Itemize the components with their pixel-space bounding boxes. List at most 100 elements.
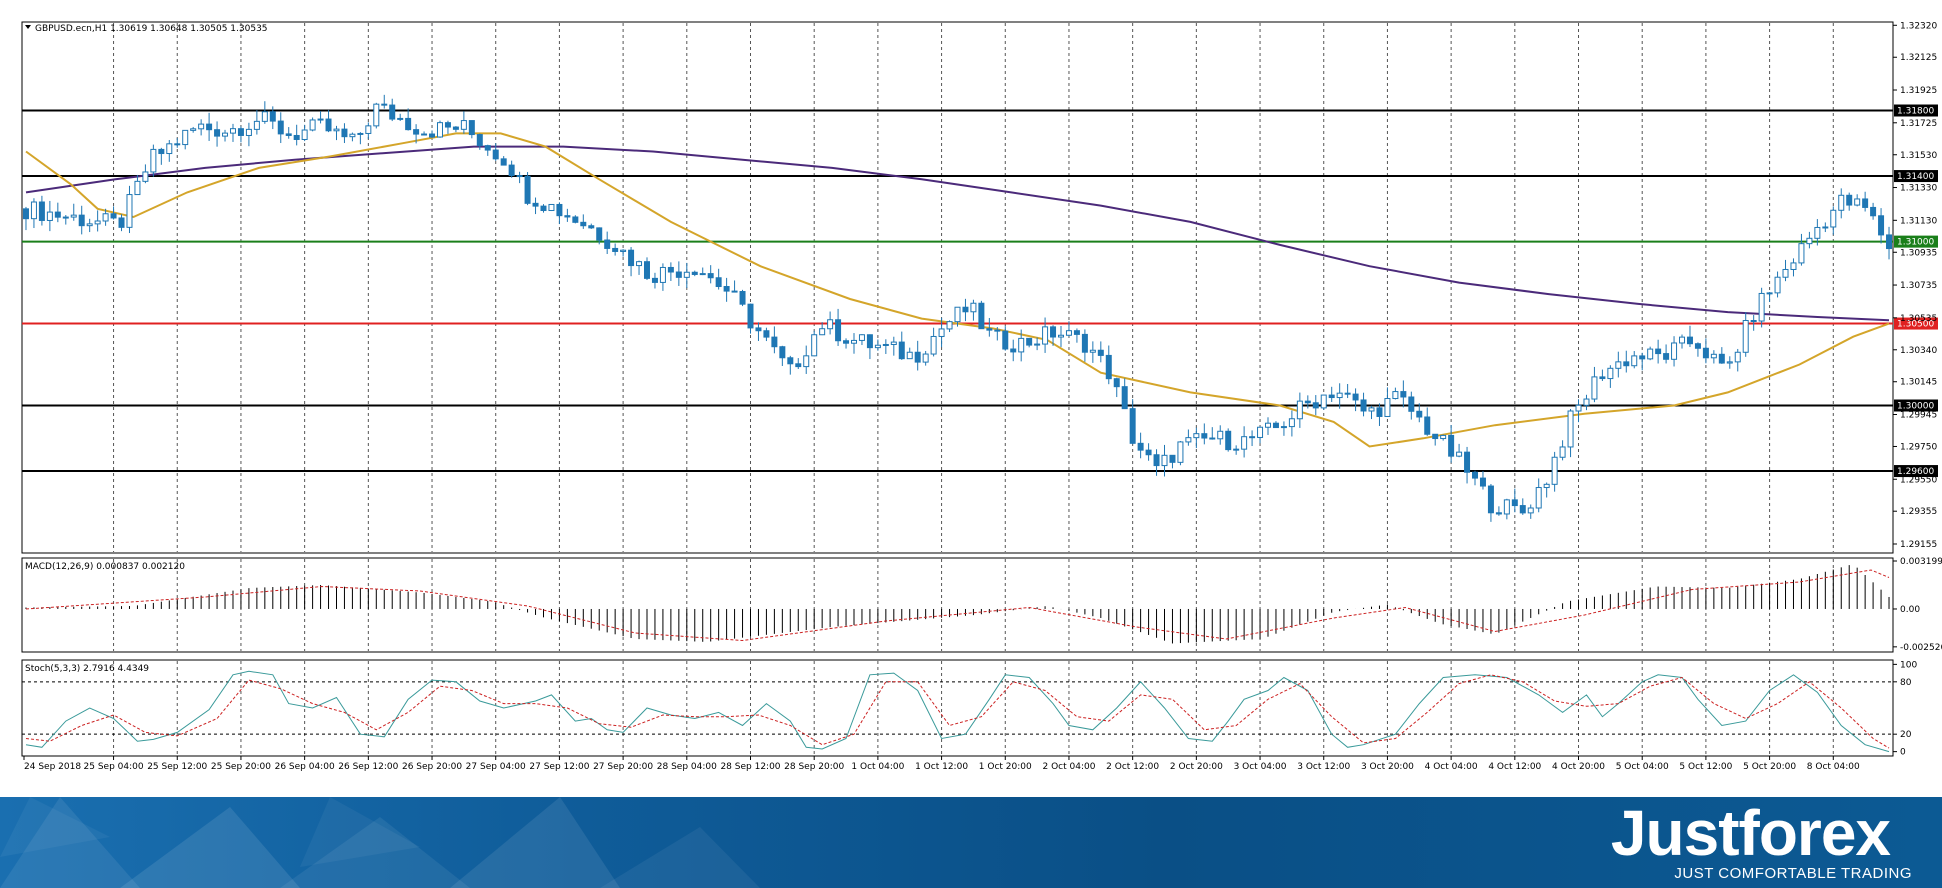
time-tick-label-10: 28 Sep 04:00 xyxy=(657,762,717,772)
candle-body-40 xyxy=(341,128,348,138)
time-tick-label-28: 8 Oct 04:00 xyxy=(1807,762,1860,772)
time-tick-label-26: 5 Oct 12:00 xyxy=(1679,762,1732,772)
candle-body-197 xyxy=(1591,376,1598,400)
level-label-bg-1.31400 xyxy=(1894,170,1938,183)
price-tick-label-11: 1.30145 xyxy=(1900,378,1937,388)
candle-body-52 xyxy=(436,122,443,138)
candle-body-114 xyxy=(930,335,937,355)
candle-body-132 xyxy=(1073,330,1080,335)
candle-body-214 xyxy=(1726,361,1733,364)
chart-svg[interactable]: 1.31800 1.31400 1.31000 1.30500 1.30000 1.296… xyxy=(0,0,1942,797)
candle-body-99 xyxy=(811,334,818,357)
candle-body-7 xyxy=(78,214,85,227)
price-tick-label-6: 1.31130 xyxy=(1900,216,1937,226)
candle-body-70 xyxy=(580,221,587,227)
candle-body-200 xyxy=(1615,361,1622,369)
brand-tagline: JUST COMFORTABLE TRADING xyxy=(1674,865,1912,882)
candle-body-167 xyxy=(1352,393,1359,401)
level-label-1.30000: 1.30000 xyxy=(1897,402,1934,412)
price-tick-label-8: 1.30735 xyxy=(1900,281,1937,291)
candle-body-18 xyxy=(166,143,173,155)
time-tick-label-24: 4 Oct 20:00 xyxy=(1552,762,1605,772)
candle-body-181 xyxy=(1464,451,1471,473)
candle-body-58 xyxy=(484,145,491,151)
time-tick-label-20: 3 Oct 12:00 xyxy=(1297,762,1350,772)
macd-tick-label-2: -0.002526 xyxy=(1900,643,1942,653)
candle-body-76 xyxy=(628,249,635,267)
candle-body-122 xyxy=(994,329,1001,332)
candle-body-162 xyxy=(1312,402,1319,409)
candle-body-223 xyxy=(1798,243,1805,264)
candle-body-78 xyxy=(643,261,650,279)
candle-body-220 xyxy=(1774,276,1781,294)
candle-body-182 xyxy=(1472,471,1479,479)
candle-body-55 xyxy=(460,120,467,130)
candle-body-172 xyxy=(1392,391,1399,400)
level-label-bg-1.31800 xyxy=(1894,104,1938,117)
brand-banner: Justforex JUST COMFORTABLE TRADING xyxy=(0,797,1942,888)
candle-body-96 xyxy=(787,357,794,365)
candle-body-21 xyxy=(190,128,197,131)
candle-body-204 xyxy=(1647,348,1654,360)
candle-body-28 xyxy=(245,128,252,136)
candle-body-189 xyxy=(1527,507,1534,514)
candle-body-184 xyxy=(1487,485,1494,514)
candle-body-59 xyxy=(492,149,499,160)
candle-body-198 xyxy=(1599,376,1606,380)
stochastic-pane[interactable] xyxy=(22,670,1893,753)
candle-body-107 xyxy=(874,344,881,349)
dropdown-triangle-icon xyxy=(25,25,31,29)
price-tick-label-15: 1.29355 xyxy=(1900,507,1937,517)
candle-body-6 xyxy=(70,214,77,218)
brand-logo: Justforex xyxy=(1610,797,1891,869)
candle-body-2 xyxy=(38,201,45,221)
candle-body-165 xyxy=(1336,392,1343,399)
candle-body-185 xyxy=(1495,512,1502,515)
candle-body-222 xyxy=(1790,262,1797,270)
candle-body-131 xyxy=(1065,330,1072,336)
vertical-grid xyxy=(113,23,1834,755)
ma-slow-line xyxy=(25,145,1890,322)
candle-body-209 xyxy=(1686,336,1693,345)
price-axis: 1.32320 1.32125 1.31925 1.31725 1.31530 1.313… xyxy=(1893,21,1942,758)
candle-body-121 xyxy=(986,328,993,331)
candle-body-158 xyxy=(1280,426,1287,429)
candle-body-233 xyxy=(1878,215,1885,236)
macd-pane[interactable] xyxy=(25,565,1890,644)
candle-body-87 xyxy=(715,277,722,288)
candle-body-108 xyxy=(882,343,889,346)
candle-body-229 xyxy=(1846,194,1853,206)
candle-body-124 xyxy=(1010,348,1017,353)
candle-body-54 xyxy=(452,126,459,130)
candle-body-44 xyxy=(373,103,380,127)
candle-body-5 xyxy=(62,216,69,219)
candle-body-217 xyxy=(1750,320,1757,323)
macd-pane-title: MACD(12,26,9) 0.000837 0.002120 xyxy=(25,562,185,572)
candle-body-26 xyxy=(229,128,236,134)
candle-body-71 xyxy=(588,225,595,229)
time-tick-label-4: 26 Sep 04:00 xyxy=(275,762,335,772)
time-tick-label-18: 2 Oct 20:00 xyxy=(1170,762,1223,772)
price-tick-label-13: 1.29750 xyxy=(1900,442,1937,452)
candlesticks[interactable] xyxy=(22,94,1893,522)
price-tick-label-3: 1.31725 xyxy=(1900,119,1937,129)
candle-body-133 xyxy=(1081,333,1088,353)
candle-body-152 xyxy=(1233,448,1240,451)
candle-body-32 xyxy=(277,120,284,135)
candle-body-206 xyxy=(1663,353,1670,360)
stoch-tick-label-3: 0 xyxy=(1900,748,1906,758)
candle-body-30 xyxy=(261,111,268,122)
candle-body-100 xyxy=(819,328,826,336)
candle-body-228 xyxy=(1838,194,1845,211)
candle-body-90 xyxy=(739,291,746,305)
time-tick-label-22: 4 Oct 04:00 xyxy=(1425,762,1478,772)
candle-body-97 xyxy=(795,363,802,368)
candle-body-137 xyxy=(1113,378,1120,388)
price-tick-label-2: 1.31925 xyxy=(1900,86,1937,96)
candle-body-136 xyxy=(1105,354,1112,380)
candle-body-117 xyxy=(954,306,961,323)
candle-body-196 xyxy=(1583,398,1590,406)
candle-body-126 xyxy=(1026,337,1033,346)
candle-body-190 xyxy=(1535,487,1542,509)
